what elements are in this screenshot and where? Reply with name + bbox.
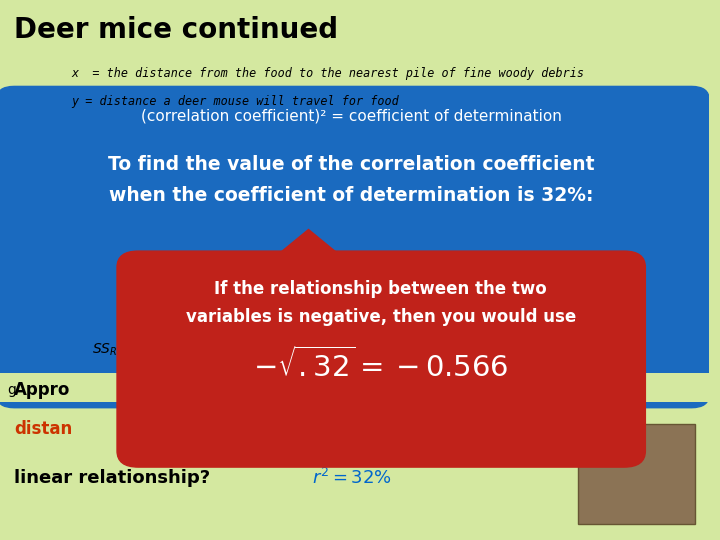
Text: g: g	[7, 383, 16, 397]
Text: $r^2 = 32\%$: $r^2 = 32\%$	[312, 468, 392, 488]
Text: x  = the distance from the food to the nearest pile of fine woody debris: x = the distance from the food to the ne…	[71, 68, 584, 80]
Text: To find the value of the correlation coefficient: To find the value of the correlation coe…	[108, 155, 594, 174]
Text: $SS_R$: $SS_R$	[92, 342, 117, 358]
FancyBboxPatch shape	[0, 86, 709, 408]
Text: variables is negative, then you would use: variables is negative, then you would us…	[186, 308, 576, 326]
Polygon shape	[262, 230, 355, 267]
Text: $\sqrt{.32} = 0.566$: $\sqrt{.32} = 0.566$	[239, 276, 463, 318]
Text: Deer mice continued: Deer mice continued	[14, 16, 338, 44]
Text: Appro: Appro	[14, 381, 71, 399]
FancyBboxPatch shape	[0, 373, 709, 402]
Text: in: in	[621, 381, 638, 399]
Text: (correlation coefficient)² = coefficient of determination: (correlation coefficient)² = coefficient…	[140, 109, 562, 124]
Text: $-\sqrt{.32} = -0.566$: $-\sqrt{.32} = -0.566$	[253, 347, 508, 382]
Text: distan: distan	[14, 420, 73, 438]
Text: If the relationship between the two: If the relationship between the two	[215, 280, 547, 298]
Text: linear relationship?: linear relationship?	[14, 469, 210, 487]
Text: when the coefficient of determination is 32%:: when the coefficient of determination is…	[109, 186, 593, 205]
FancyBboxPatch shape	[117, 251, 645, 467]
FancyBboxPatch shape	[578, 424, 695, 524]
Text: y = distance a deer mouse will travel for food: y = distance a deer mouse will travel fo…	[71, 94, 399, 107]
